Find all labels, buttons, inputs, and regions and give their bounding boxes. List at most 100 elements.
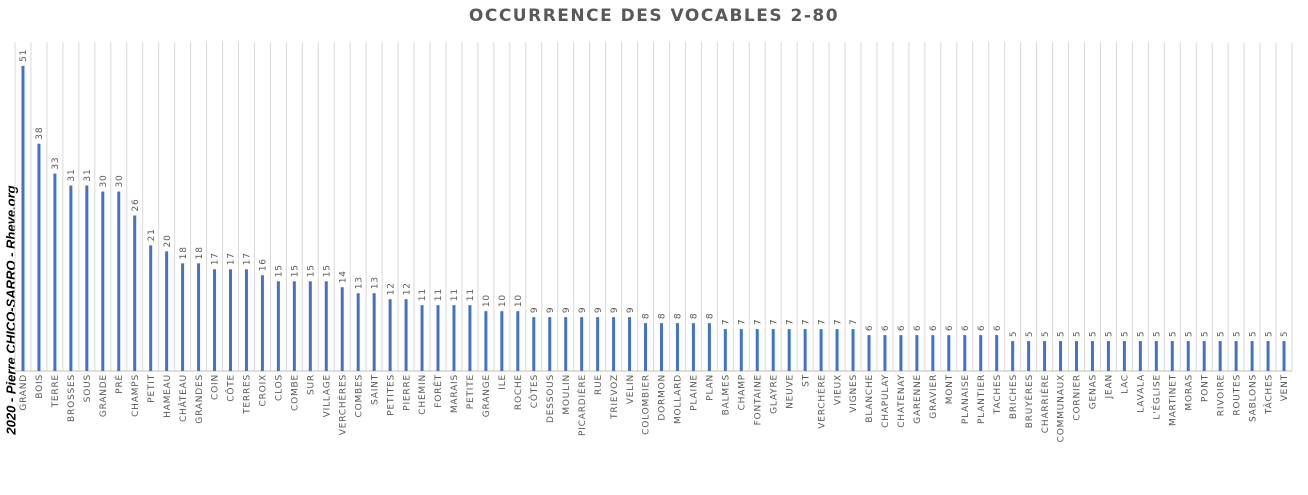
category-label: FORÊT: [432, 374, 444, 408]
category-label: VIEUX: [833, 374, 843, 405]
bar: [723, 329, 727, 371]
category-label: CHARRIÈRE: [1039, 374, 1051, 433]
data-label: 20: [163, 234, 173, 247]
bar: [181, 263, 185, 371]
data-label: 13: [354, 276, 364, 289]
category-label: CHEMIN: [418, 374, 428, 415]
bar: [771, 329, 775, 371]
data-label: 6: [913, 325, 923, 332]
data-label: 8: [690, 313, 700, 320]
category-label: MARTINET: [1168, 374, 1178, 426]
category-label: FONTAINE: [753, 374, 763, 425]
bar: [484, 311, 488, 371]
category-label: CROIX: [259, 374, 269, 406]
data-label: 7: [769, 319, 779, 326]
bar: [739, 329, 743, 371]
bar: [691, 323, 695, 371]
data-label: 21: [147, 228, 157, 241]
category-label: ROCHE: [514, 374, 524, 410]
category-label: CÔTES: [528, 374, 540, 408]
category-label: LAVALA: [1137, 374, 1147, 413]
data-label: 7: [849, 319, 859, 326]
bar: [308, 281, 312, 371]
bar: [1106, 341, 1110, 371]
bar: [1138, 341, 1142, 371]
category-label: MOLLARD: [674, 374, 684, 424]
category-label: VELIN: [626, 374, 636, 404]
bar: [564, 317, 568, 371]
category-label: TACHES: [993, 374, 1003, 415]
data-label: 9: [530, 307, 540, 314]
category-label: PICARDIÈRE: [576, 374, 588, 436]
category-label: CHÂTEAU: [177, 374, 189, 422]
category-label: DORMON: [658, 374, 668, 421]
category-label: MORAS: [1184, 374, 1194, 411]
category-label: SABLONS: [1248, 374, 1258, 422]
data-label: 9: [546, 307, 556, 314]
bar: [659, 323, 663, 371]
bar: [899, 335, 903, 371]
data-label: 8: [674, 313, 684, 320]
category-label: CHAMP: [737, 374, 747, 410]
data-label: 12: [402, 282, 412, 295]
bar: [707, 323, 711, 371]
chart-title: OCCURRENCE DES VOCABLES 2-80: [468, 6, 840, 26]
data-label: 15: [307, 264, 317, 277]
bar: [213, 269, 217, 371]
data-label: 8: [706, 313, 716, 320]
bar: [1218, 341, 1222, 371]
bar: [165, 251, 169, 371]
category-label: CÔTE: [225, 374, 237, 402]
bar: [117, 191, 121, 371]
category-label: GRANDES: [195, 374, 205, 424]
data-label: 5: [1057, 331, 1067, 338]
category-label: CLOS: [275, 374, 285, 401]
category-label: BRUYÈRES: [1023, 374, 1035, 428]
bar: [1154, 341, 1158, 371]
bar: [1011, 341, 1015, 371]
bar: [516, 311, 520, 371]
data-label: 30: [115, 174, 125, 187]
data-label: 5: [1041, 331, 1051, 338]
category-label: VILLAGE: [322, 374, 332, 417]
data-label: 5: [1168, 331, 1178, 338]
bar: [931, 335, 935, 371]
data-label: 9: [562, 307, 572, 314]
category-label: GRANDE: [99, 374, 109, 417]
category-label: GRANGE: [482, 374, 492, 417]
category-label: MARAIS: [450, 374, 460, 413]
bar: [85, 185, 89, 371]
data-label: 11: [418, 288, 428, 301]
data-label: 7: [737, 319, 747, 326]
bar: [1170, 341, 1174, 371]
data-label: 6: [961, 325, 971, 332]
category-label: GLAYRE: [769, 374, 779, 414]
data-label: 17: [227, 252, 237, 265]
data-label: 15: [291, 264, 301, 277]
bar: [548, 317, 552, 371]
category-label: PLAINE: [690, 374, 700, 411]
bar: [404, 299, 408, 371]
category-label: PLANTIER: [977, 374, 987, 424]
category-label: HAMEAU: [163, 374, 173, 418]
bar: [1250, 341, 1254, 371]
data-label: 6: [993, 325, 1003, 332]
bar: [468, 305, 472, 371]
data-label: 7: [833, 319, 843, 326]
data-label: 11: [450, 288, 460, 301]
data-label: 5: [1200, 331, 1210, 338]
data-label: 9: [594, 307, 604, 314]
data-label: 7: [785, 319, 795, 326]
category-label: TERRES: [243, 374, 253, 415]
data-label: 9: [626, 307, 636, 314]
data-label: 31: [67, 169, 77, 182]
bar: [787, 329, 791, 371]
bar: [500, 311, 504, 371]
category-label: DESSOUS: [546, 374, 556, 423]
bar: [915, 335, 919, 371]
data-label: 31: [83, 169, 93, 182]
category-label: BLANCHE: [865, 374, 875, 423]
category-label: COLOMBIER: [642, 374, 652, 435]
